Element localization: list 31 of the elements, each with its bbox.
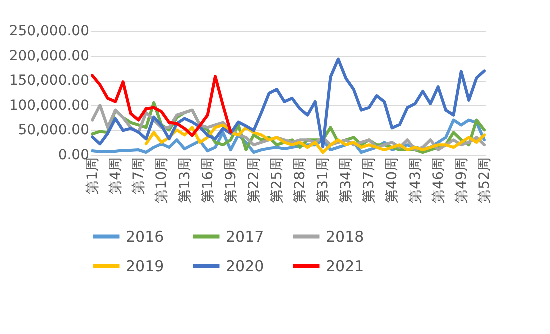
line-series [91,58,486,149]
line-series [144,124,486,154]
x-tick-label: 第43周 [408,158,424,204]
y-tick-label: 250,000.00 [9,24,90,40]
x-tick-label: 第49周 [454,158,470,204]
x-tick-label: 第16周 [200,158,216,204]
x-tick-label: 第4周 [108,158,124,194]
x-tick-label: 第13周 [177,158,194,204]
line-series [91,74,232,138]
y-tick-label: 200,000.00 [9,48,90,64]
legend-label: 2016 [126,228,164,246]
x-tick-label: 第46周 [430,158,447,204]
x-tick-label: 第10周 [154,158,170,204]
legend-label: 2021 [326,258,364,276]
legend-label: 2020 [226,258,264,276]
y-tick-label: 150,000.00 [9,73,90,90]
y-tick-label: 50,000.00 [18,122,90,139]
x-tick-label: 第19周 [223,158,240,204]
x-tick-label: 第22周 [246,158,262,204]
x-tick-label: 第52周 [476,158,493,204]
x-tick-label: 第34周 [338,158,355,204]
x-tick-label: 第40周 [384,158,401,204]
x-tick-label: 第7周 [131,158,148,194]
x-tick-label: 第28周 [292,158,309,204]
x-tick-label: 第31周 [316,158,332,204]
x-tick-label: 第25周 [269,158,286,204]
x-tick-label: 第37周 [362,158,378,204]
legend-label: 2017 [226,228,264,246]
legend-label: 2019 [126,258,164,276]
legend-label: 2018 [326,228,364,246]
y-tick-label: 100,000.00 [9,98,90,114]
